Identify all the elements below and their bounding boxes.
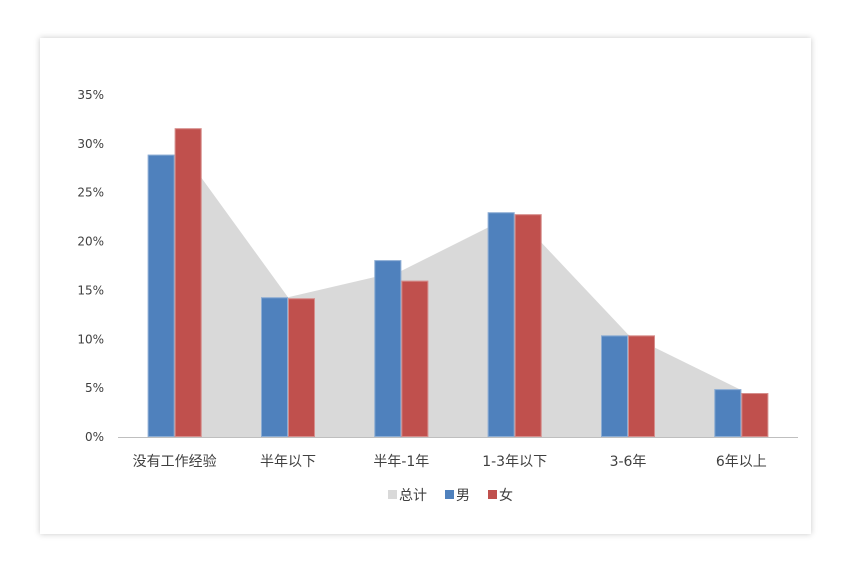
bar-female-5 bbox=[628, 335, 655, 437]
bar-edge bbox=[401, 280, 429, 437]
bar-edge bbox=[714, 389, 742, 437]
bar-male-2 bbox=[261, 297, 288, 438]
legend: 总计 男 女 bbox=[388, 487, 513, 504]
bar-male-1 bbox=[147, 154, 175, 437]
legend-label: 总计 bbox=[399, 488, 427, 504]
legend-item-1: 总计 bbox=[388, 488, 427, 504]
x-category-label: 3-6年 bbox=[610, 454, 647, 470]
area-series-total bbox=[174, 140, 742, 437]
bar-edge bbox=[374, 260, 402, 437]
bar-edge bbox=[147, 154, 175, 437]
y-tick-label: 15% bbox=[77, 283, 104, 297]
x-category-label: 没有工作经验 bbox=[133, 454, 217, 470]
bar-edge bbox=[487, 212, 515, 437]
bar-fill bbox=[514, 214, 542, 437]
legend-item-2: 男 bbox=[445, 488, 470, 504]
bar-edge bbox=[741, 393, 769, 437]
bar-edge bbox=[628, 335, 655, 437]
legend-item-3: 女 bbox=[488, 487, 513, 504]
bar-fill bbox=[288, 298, 315, 437]
bar-fill bbox=[741, 393, 769, 437]
y-tick-label: 0% bbox=[85, 430, 104, 444]
bar-female-2 bbox=[288, 298, 315, 438]
x-category-label: 6年以上 bbox=[716, 454, 767, 470]
bar-fill bbox=[401, 280, 429, 437]
bar-female-3 bbox=[401, 280, 429, 437]
y-tick-label: 5% bbox=[85, 381, 104, 395]
bar-fill bbox=[601, 335, 628, 437]
bar-male-5 bbox=[601, 335, 628, 437]
bar-male-3 bbox=[374, 260, 402, 437]
bar-fill bbox=[147, 154, 175, 437]
y-tick-label: 30% bbox=[77, 137, 104, 151]
y-tick-labels: 0% 5% 10% 15% 20% 25% 30% 35% bbox=[77, 88, 104, 444]
bar-edge bbox=[174, 128, 202, 437]
bar-male-6 bbox=[714, 389, 742, 437]
bar-female-6 bbox=[741, 393, 769, 437]
bar-fill bbox=[714, 389, 742, 437]
y-tick-label: 35% bbox=[77, 88, 104, 102]
legend-swatch bbox=[488, 490, 497, 499]
y-tick-label: 10% bbox=[77, 332, 104, 346]
bar-edge bbox=[261, 297, 288, 438]
x-category-labels: 没有工作经验 半年以下 半年-1年 1-3年以下 3-6年 6年以上 bbox=[133, 454, 767, 470]
bar-fill bbox=[628, 335, 655, 437]
bar-layer bbox=[147, 128, 769, 438]
legend-swatch bbox=[388, 490, 397, 499]
y-tick-label: 25% bbox=[77, 186, 104, 200]
bar-female-4 bbox=[514, 214, 542, 437]
bar-edge bbox=[288, 298, 315, 438]
legend-label: 女 bbox=[499, 487, 513, 504]
bar-female-1 bbox=[174, 128, 202, 438]
bar-fill bbox=[174, 128, 202, 438]
x-category-label: 半年以下 bbox=[260, 454, 316, 470]
bar-fill bbox=[487, 212, 515, 437]
bar-fill bbox=[261, 297, 288, 437]
bar-edge bbox=[601, 335, 628, 437]
legend-swatch bbox=[445, 490, 454, 499]
x-category-label: 1-3年以下 bbox=[482, 454, 547, 470]
y-tick-label: 20% bbox=[77, 235, 104, 249]
total-area-layer bbox=[174, 140, 742, 437]
x-category-label: 半年-1年 bbox=[373, 454, 429, 470]
bar-edge bbox=[514, 214, 542, 437]
legend-label: 男 bbox=[456, 488, 470, 504]
bar-male-4 bbox=[487, 212, 515, 437]
bar-fill bbox=[374, 260, 402, 437]
